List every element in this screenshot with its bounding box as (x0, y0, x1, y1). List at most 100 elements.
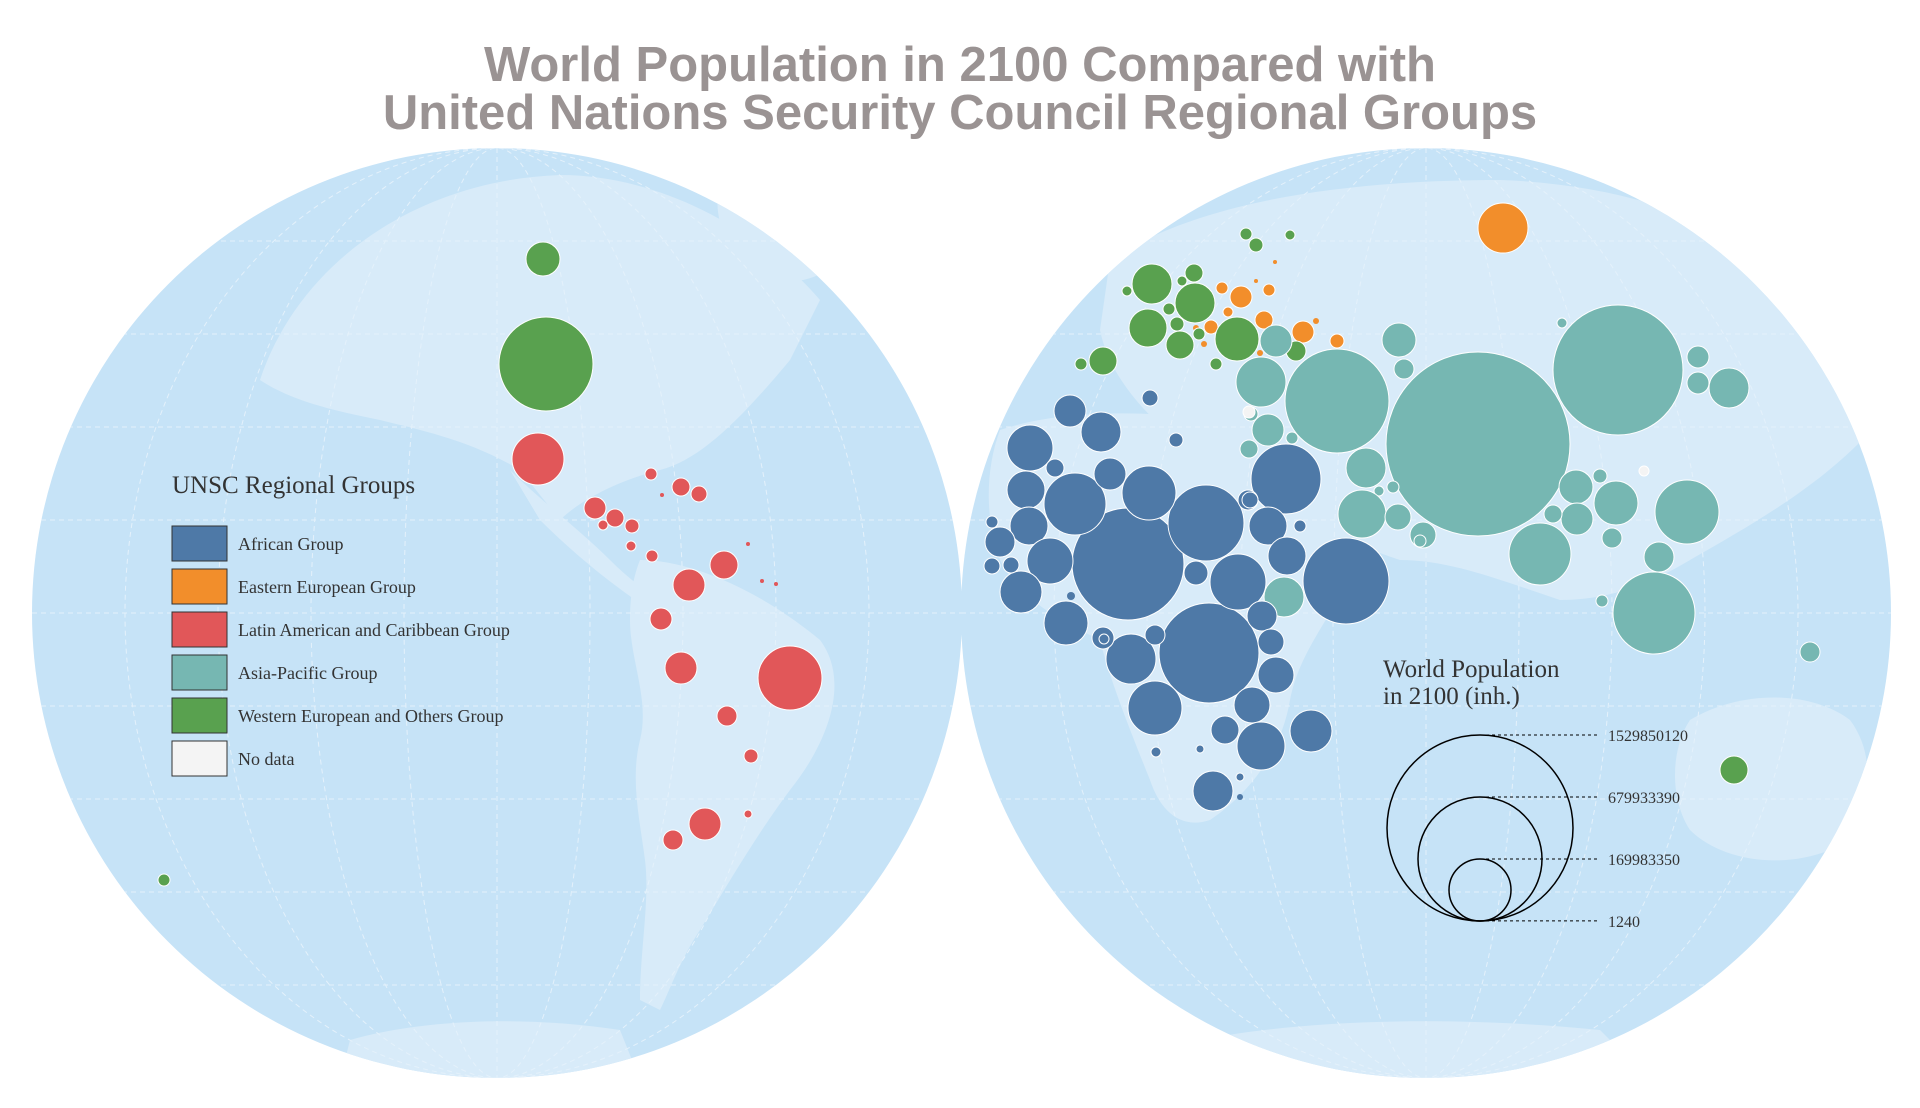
country-bubble (999, 570, 1043, 614)
country-bubble (1385, 351, 1571, 537)
country-bubble (1053, 394, 1087, 428)
country-bubble (985, 515, 999, 529)
country-bubble (1302, 537, 1390, 625)
country-bubble (743, 748, 759, 764)
country-bubble (1169, 316, 1185, 332)
legend-label: No data (238, 749, 294, 769)
size-legend-label: 679933390 (1608, 790, 1680, 807)
country-bubble (1210, 715, 1240, 745)
country-bubble (1158, 602, 1260, 704)
country-bubble (1593, 480, 1639, 526)
country-bubble (1284, 348, 1390, 454)
size-legend-label: 1240 (1608, 914, 1640, 931)
country-bubble (1254, 279, 1258, 283)
country-bubble (1080, 411, 1122, 453)
country-bubble (1556, 317, 1568, 329)
country-bubble (1026, 537, 1074, 585)
legend-swatch (171, 611, 228, 648)
country-bubble (1799, 641, 1821, 663)
legend-swatch (171, 525, 228, 562)
country-bubble (511, 432, 565, 486)
country-bubble (1262, 283, 1276, 297)
country-bubble (1043, 472, 1107, 536)
country-bubble (1638, 465, 1650, 477)
country-bubble (1558, 469, 1594, 505)
country-bubble (1237, 794, 1243, 800)
country-bubble (1162, 302, 1176, 316)
country-bubble (1105, 633, 1157, 685)
country-bubble (583, 496, 607, 520)
eastern-hemisphere (961, 148, 1891, 1078)
country-bubble (1257, 628, 1285, 656)
country-bubble (1384, 503, 1412, 531)
country-bubble (1654, 479, 1720, 545)
antarctica-land-west (340, 1021, 640, 1078)
country-bubble (498, 316, 594, 412)
bubbles-west (157, 241, 823, 887)
country-bubble (1176, 275, 1188, 287)
country-bubble (1214, 316, 1260, 362)
country-bubble (1006, 424, 1054, 472)
country-bubble (1183, 560, 1209, 586)
country-bubble (660, 493, 664, 497)
country-bubble (1708, 367, 1750, 409)
country-bubble (1241, 491, 1259, 509)
legend-label: Latin American and Caribbean Group (238, 620, 510, 640)
country-bubble (1381, 322, 1417, 358)
country-bubble (645, 549, 659, 563)
legend-items: African Group Eastern European Group Latin… (171, 525, 510, 777)
country-bubble (1289, 709, 1333, 753)
country-bubble (983, 557, 1001, 575)
country-bubble (1259, 324, 1293, 358)
country-bubble (1601, 527, 1623, 549)
country-bubble (662, 829, 684, 851)
country-bubble (1612, 571, 1696, 655)
legend-label: Eastern European Group (238, 577, 416, 597)
country-bubble (1239, 439, 1259, 459)
size-legend-title-line-1: World Population (1383, 656, 1560, 683)
country-bubble (1184, 263, 1204, 283)
country-bubble (688, 807, 722, 841)
country-bubble (1293, 519, 1307, 533)
country-bubble (664, 651, 698, 685)
country-bubble (690, 485, 708, 503)
country-bubble (597, 519, 609, 531)
country-bubble (1291, 320, 1315, 344)
country-bubble (1045, 458, 1065, 478)
country-bubble (1235, 356, 1287, 408)
country-bubble (1552, 304, 1684, 436)
country-bubble (644, 467, 658, 481)
country-bubble (1345, 447, 1387, 489)
country-bubble (1686, 345, 1710, 369)
legend-title: UNSC Regional Groups (172, 472, 415, 499)
legend-label: Western European and Others Group (238, 706, 503, 726)
country-bubble (1074, 357, 1088, 371)
country-bubble (1393, 358, 1415, 380)
country-bubble (1284, 229, 1296, 241)
country-bubble (1337, 489, 1387, 539)
country-bubble (1093, 457, 1127, 491)
country-bubble (743, 809, 753, 819)
country-bubble (1508, 522, 1572, 586)
country-bubble (1643, 541, 1675, 573)
country-bubble (1192, 327, 1206, 341)
country-bubble (1543, 504, 1563, 524)
country-bubble (1248, 506, 1288, 546)
country-bubble (1006, 470, 1046, 510)
legend-swatch (171, 568, 228, 605)
country-bubble (1128, 308, 1168, 348)
country-bubble (1229, 285, 1253, 309)
map-title-line-1: World Population in 2100 Compared with (484, 38, 1436, 92)
country-bubble (1002, 556, 1020, 574)
country-bubble (1560, 502, 1594, 536)
country-bubble (1413, 534, 1427, 548)
country-bubble (1131, 263, 1173, 305)
country-bubble (757, 645, 823, 711)
country-bubble (1313, 318, 1319, 324)
country-bubble (1174, 282, 1216, 324)
size-legend-label: 1529850120 (1608, 728, 1688, 745)
country-bubble (1098, 633, 1110, 645)
country-bubble (1235, 772, 1245, 782)
map-title-line-2: United Nations Security Council Regional… (382, 86, 1538, 140)
country-bubble (709, 550, 739, 580)
